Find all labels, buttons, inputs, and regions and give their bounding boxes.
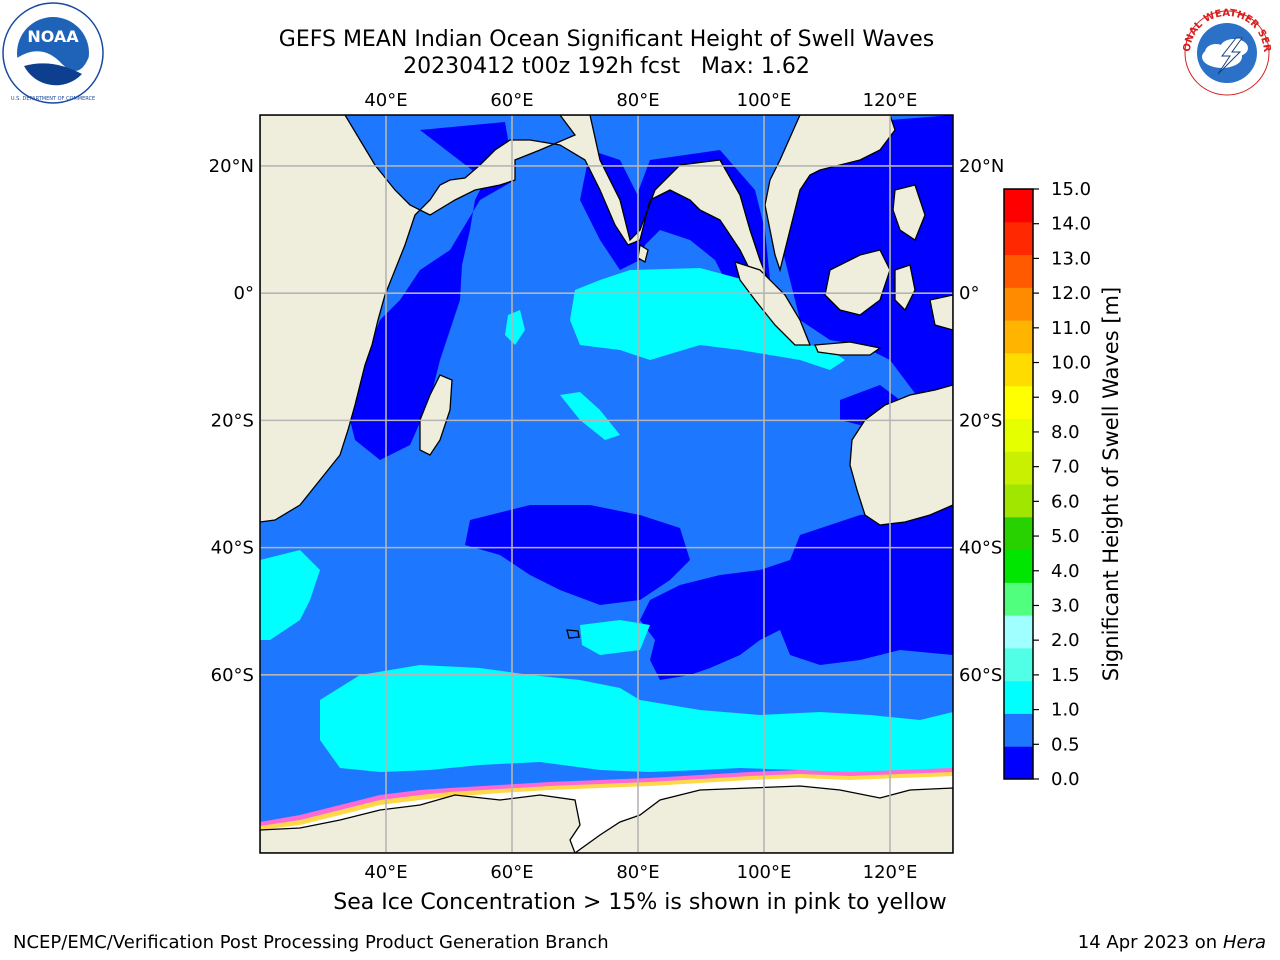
lat-tick-label-left: 0° — [234, 283, 254, 304]
colorbar-tick-label: 7.0 — [1051, 457, 1080, 478]
land-sumatra — [734, 261, 811, 346]
land-sulawesi — [894, 264, 916, 312]
noaa-logo-icon: NOAA U.S. DEPARTMENT OF COMMERCE — [2, 2, 104, 104]
colorbar-segment — [1004, 320, 1033, 354]
colorbar-tick-label: 2.0 — [1051, 630, 1080, 651]
land-borneo — [824, 249, 891, 316]
lat-tick-label-right: 0° — [959, 283, 979, 304]
colorbar-segment — [1004, 221, 1033, 256]
lat-tick-label-right: 60°S — [959, 665, 1002, 686]
colorbar-tick-label: 6.0 — [1051, 491, 1080, 512]
footer-host: Hera — [1222, 932, 1266, 953]
land-philippines — [892, 184, 926, 241]
lon-tick-label-bottom: 40°E — [364, 862, 407, 883]
colorbar: 0.0 0.5 1.0 1.5 2.0 3.0 4.0 5.0 6.0 7.0 8.0 9.0 10.0… — [1003, 179, 1091, 790]
lat-tick-label-right: 20°S — [959, 410, 1002, 431]
colorbar-tick-label: 4.0 — [1051, 561, 1080, 582]
lat-tick-label-left: 60°S — [211, 665, 254, 686]
lon-tick-label-top: 100°E — [737, 90, 792, 111]
map-subtitle: 20230412 t00z 192h fcst Max: 1.62 — [403, 54, 810, 79]
colorbar-tick-label: 15.0 — [1051, 179, 1091, 200]
land-java — [814, 341, 882, 356]
footer-credit: NCEP/EMC/Verification Post Processing Pr… — [13, 932, 609, 953]
lon-tick-label-top: 40°E — [364, 90, 407, 111]
axis-tick-labels: 40°E 40°E 60°E 60°E 80°E 80°E 100°E 100°E 120°E 1… — [209, 90, 1005, 883]
svg-text:U.S. DEPARTMENT OF COMMERCE: U.S. DEPARTMENT OF COMMERCE — [11, 96, 95, 102]
lon-tick-label-top: 60°E — [490, 90, 533, 111]
sea-ice-caption: Sea Ice Concentration > 15% is shown in … — [333, 890, 947, 915]
colorbar-tick-label: 1.5 — [1051, 665, 1080, 686]
colorbar-tick-label: 8.0 — [1051, 422, 1080, 443]
colorbar-tick-label: 10.0 — [1051, 353, 1091, 374]
colorbar-tick-label: 11.0 — [1051, 318, 1091, 339]
colorbar-tick-label: 3.0 — [1051, 595, 1080, 616]
colorbar-segment — [1004, 582, 1033, 616]
colorbar-segment — [1004, 615, 1033, 649]
lat-tick-label-right: 20°N — [959, 156, 1004, 177]
colorbar-tick-label: 12.0 — [1051, 283, 1091, 304]
land-africa — [260, 115, 776, 523]
land-antarctica — [260, 794, 581, 853]
colorbar-segment — [1004, 254, 1033, 288]
lat-tick-label-left: 40°S — [211, 538, 254, 559]
lon-tick-label-bottom: 80°E — [616, 862, 659, 883]
colorbar-tick-label: 9.0 — [1051, 387, 1080, 408]
colorbar-segment — [1004, 451, 1033, 485]
colorbar-segment — [1004, 385, 1033, 419]
colorbar-segment — [1004, 680, 1033, 714]
footer-date-text: 14 Apr 2023 on — [1077, 932, 1223, 953]
lat-tick-label-left: 20°N — [209, 156, 254, 177]
lon-tick-label-bottom: 100°E — [737, 862, 792, 883]
lon-tick-label-top: 120°E — [863, 90, 918, 111]
svg-text:NOAA: NOAA — [27, 27, 79, 46]
kerguelen-island — [566, 629, 580, 639]
land-southeast-asia — [764, 115, 896, 273]
lon-tick-label-bottom: 60°E — [490, 862, 533, 883]
nws-logo-icon: NATIONAL WEATHER SERVICE — [1176, 2, 1277, 103]
map-panel — [260, 115, 953, 853]
colorbar-tick-label: 1.0 — [1051, 700, 1080, 721]
colorbar-segment — [1004, 287, 1033, 321]
colorbar-segment — [1004, 352, 1033, 387]
colorbar-segment — [1004, 418, 1033, 452]
colorbar-segment — [1004, 189, 1033, 223]
map-frame — [259, 114, 954, 854]
colorbar-tick-label: 13.0 — [1051, 248, 1091, 269]
colorbar-label: Significant Height of Swell Waves [m] — [1099, 286, 1123, 682]
lon-tick-label-bottom: 120°E — [863, 862, 918, 883]
grid-lines — [260, 115, 953, 853]
colorbar-tick-label: 0.5 — [1051, 734, 1080, 755]
lat-tick-label-right: 40°S — [959, 538, 1002, 559]
colorbar-segment — [1004, 647, 1033, 682]
land-new-guinea — [929, 294, 953, 331]
colorbar-tick-label: 14.0 — [1051, 214, 1091, 235]
footer-date: 14 Apr 2023 on Hera — [1078, 932, 1266, 953]
colorbar-segment — [1004, 713, 1033, 747]
colorbar-segment — [1004, 484, 1033, 518]
colorbar-tick-label: 5.0 — [1051, 526, 1080, 547]
colorbar-segment — [1004, 516, 1033, 551]
colorbar-segment — [1004, 549, 1033, 583]
colorbar-segment — [1004, 746, 1033, 780]
map-title: GEFS MEAN Indian Ocean Significant Heigh… — [278, 27, 935, 52]
colorbar-frame — [1003, 188, 1034, 780]
land-madagascar — [419, 374, 453, 456]
lat-tick-label-left: 20°S — [211, 410, 254, 431]
colorbar-tick-label: 0.0 — [1051, 769, 1080, 790]
lon-tick-label-top: 80°E — [616, 90, 659, 111]
